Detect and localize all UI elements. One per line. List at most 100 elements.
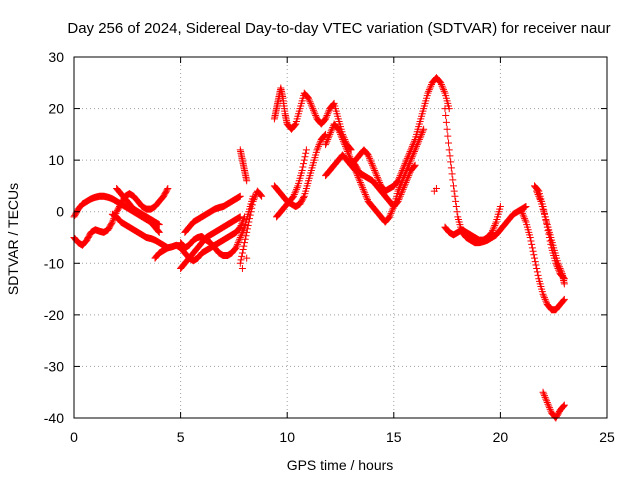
- data-points: [70, 74, 568, 422]
- data-point: [359, 185, 367, 193]
- data-point: [398, 166, 406, 174]
- data-point: [344, 148, 352, 156]
- data-point: [366, 154, 374, 162]
- data-point: [327, 127, 335, 135]
- y-tick-label: 30: [48, 49, 64, 65]
- data-point: [328, 125, 336, 133]
- data-point: [438, 82, 446, 90]
- data-point: [386, 211, 394, 219]
- data-point: [534, 271, 542, 279]
- data-point: [337, 132, 345, 140]
- data-point: [397, 170, 405, 178]
- data-point: [529, 247, 537, 255]
- data-point: [400, 161, 408, 169]
- data-point: [369, 163, 377, 171]
- data-point: [540, 390, 548, 398]
- data-point: [108, 218, 116, 226]
- x-tick-label: 15: [386, 429, 402, 445]
- data-point: [400, 163, 408, 171]
- data-point: [321, 131, 329, 139]
- data-point: [527, 237, 535, 245]
- data-point: [443, 125, 451, 133]
- data-point: [305, 96, 313, 104]
- data-point: [336, 129, 344, 137]
- series-arc-13: [273, 146, 310, 221]
- data-point: [335, 127, 343, 135]
- series-arc-16: [347, 74, 453, 195]
- data-point: [541, 295, 549, 303]
- data-point: [394, 187, 402, 195]
- data-point: [235, 237, 243, 245]
- series-arc-19: [518, 208, 568, 314]
- data-point: [108, 219, 116, 227]
- data-point: [292, 187, 300, 195]
- x-tick-label: 5: [177, 429, 185, 445]
- data-point: [248, 201, 256, 209]
- data-point: [353, 170, 361, 178]
- data-point: [442, 118, 450, 126]
- data-point: [532, 261, 540, 269]
- data-point: [324, 110, 332, 118]
- data-point: [290, 122, 298, 130]
- data-point: [352, 168, 360, 176]
- data-point: [395, 185, 403, 193]
- data-point: [154, 227, 162, 235]
- data-point: [238, 230, 246, 238]
- data-point: [409, 141, 417, 149]
- data-point: [310, 108, 318, 116]
- data-point: [345, 151, 353, 159]
- data-point: [560, 296, 568, 304]
- data-point: [496, 203, 504, 211]
- data-point: [338, 134, 346, 142]
- data-point: [244, 221, 252, 229]
- data-point: [545, 402, 553, 410]
- data-point: [447, 158, 455, 166]
- data-point: [560, 280, 568, 288]
- data-point: [418, 129, 426, 137]
- y-tick-label: 20: [48, 101, 64, 117]
- data-point: [302, 149, 310, 157]
- data-point: [444, 132, 452, 140]
- data-point: [518, 209, 526, 217]
- data-point: [238, 252, 246, 260]
- data-point: [365, 153, 373, 161]
- data-point: [419, 127, 427, 135]
- data-point: [359, 184, 367, 192]
- data-point: [292, 185, 300, 193]
- data-point: [301, 153, 309, 161]
- data-point: [308, 103, 316, 111]
- data-point: [366, 156, 374, 164]
- data-point: [427, 82, 435, 90]
- data-point: [425, 87, 433, 95]
- data-point: [446, 152, 454, 160]
- data-point: [442, 111, 450, 119]
- data-point: [258, 192, 266, 200]
- series-arc-10: [236, 146, 251, 185]
- data-point: [298, 166, 306, 174]
- data-point: [249, 197, 257, 205]
- data-point: [539, 290, 547, 298]
- data-point: [306, 98, 314, 106]
- data-point: [545, 404, 553, 412]
- data-point: [526, 234, 534, 241]
- data-point: [356, 178, 364, 186]
- data-point: [533, 268, 541, 276]
- data-point: [519, 211, 527, 219]
- data-point: [371, 166, 379, 174]
- series-arc-17: [441, 105, 530, 247]
- data-point: [560, 402, 568, 410]
- data-point: [251, 192, 259, 200]
- data-point: [410, 162, 418, 170]
- data-point: [488, 228, 496, 236]
- data-point: [403, 156, 411, 164]
- data-point: [387, 209, 395, 217]
- data-point: [398, 189, 406, 197]
- data-point: [556, 264, 564, 272]
- data-point: [411, 161, 419, 169]
- data-point: [354, 173, 362, 181]
- data-point: [395, 173, 403, 181]
- data-point: [155, 227, 163, 235]
- data-point: [246, 215, 254, 223]
- data-point: [403, 154, 411, 162]
- data-point: [539, 388, 547, 396]
